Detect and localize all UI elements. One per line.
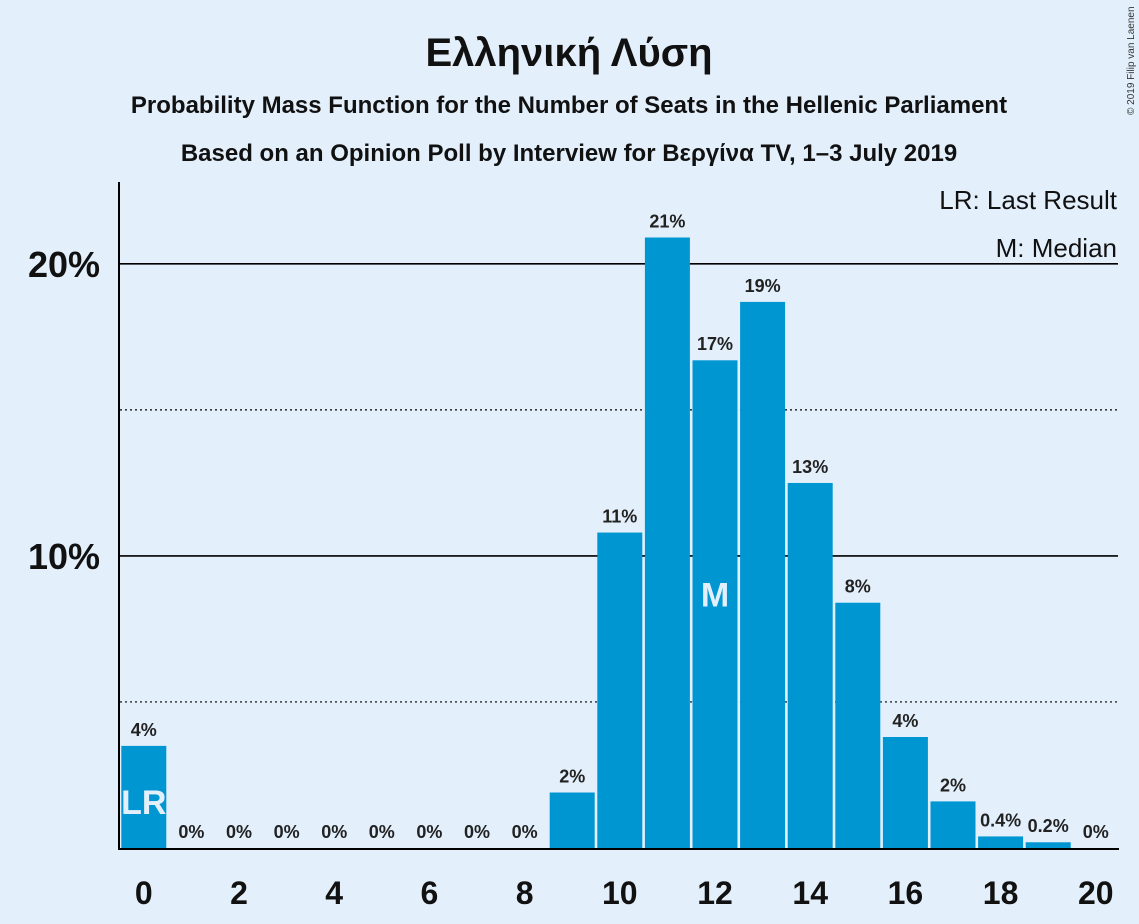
marker-lr: LR <box>121 784 166 822</box>
bar-label-backdrop-10 <box>597 520 643 533</box>
x-tick-8: 8 <box>516 875 534 911</box>
x-tick-6: 6 <box>421 875 439 911</box>
bar-19 <box>1025 842 1071 848</box>
data-label-1: 0% <box>178 822 204 842</box>
data-label-14: 13% <box>792 457 828 477</box>
data-label-6: 0% <box>416 822 442 842</box>
x-tick-16: 16 <box>888 875 924 911</box>
bar-13 <box>740 301 786 848</box>
x-tick-labels: 0 2 4 6 8 10 12 14 16 18 20 <box>135 875 1114 911</box>
marker-m: M <box>701 576 729 614</box>
bar-label-backdrop-13 <box>740 289 786 302</box>
chart-subtitle-line-1: Probability Mass Function for the Number… <box>131 92 1007 119</box>
bar-label-backdrop-17 <box>930 789 976 802</box>
bar-label-backdrop-12 <box>692 348 738 361</box>
data-label-16: 4% <box>892 711 918 731</box>
x-tick-18: 18 <box>983 875 1019 911</box>
y-tick-labels: 10% 20% <box>28 244 100 577</box>
x-tick-0: 0 <box>135 875 153 911</box>
x-tick-10: 10 <box>602 875 638 911</box>
bar-markers: LR M <box>121 576 729 822</box>
bar-12 <box>692 360 738 848</box>
x-tick-14: 14 <box>792 875 828 911</box>
bar-label-backdrop-11 <box>644 225 690 238</box>
data-label-11: 21% <box>649 212 685 232</box>
x-tick-2: 2 <box>230 875 248 911</box>
bar-label-backdrop-18 <box>978 824 1024 837</box>
data-label-17: 2% <box>940 775 966 795</box>
copyright-note: © 2019 Filip van Laenen <box>1126 6 1137 115</box>
data-label-0: 4% <box>131 720 157 740</box>
bar-label-backdrop-0 <box>121 733 167 746</box>
data-label-7: 0% <box>464 822 490 842</box>
data-label-5: 0% <box>369 822 395 842</box>
x-tick-12: 12 <box>697 875 733 911</box>
data-label-2: 0% <box>226 822 252 842</box>
data-label-19: 0.2% <box>1028 816 1069 836</box>
x-tick-4: 4 <box>325 875 343 911</box>
bar-14 <box>787 482 833 848</box>
bar-label-backdrop-16 <box>882 725 928 737</box>
data-label-9: 2% <box>559 767 585 787</box>
bar-16 <box>882 737 928 848</box>
bar-label-backdrop-19 <box>1025 830 1071 843</box>
legend-last-result: LR: Last Result <box>939 185 1118 215</box>
bar-10 <box>597 532 643 848</box>
legend-median: M: Median <box>996 233 1117 263</box>
data-label-13: 19% <box>745 276 781 296</box>
data-label-18: 0.4% <box>980 810 1021 830</box>
bar-label-backdrop-14 <box>787 470 833 483</box>
bar-11 <box>644 237 690 848</box>
data-label-12: 17% <box>697 334 733 354</box>
bar-0 <box>121 745 167 848</box>
bar-18 <box>978 836 1024 848</box>
bar-15 <box>835 602 881 848</box>
data-label-4: 0% <box>321 822 347 842</box>
bar-label-backdrop-15 <box>835 590 881 603</box>
bar-label-backdrop-9 <box>549 780 595 793</box>
chart-subtitle-line-2: Based on an Opinion Poll by Interview fo… <box>181 140 957 167</box>
data-labels: 4% 0% 0% 0% 0% 0% 0% 0% 0% 2% 11% 21% 17% 19% 13% 8% 4% 2… <box>131 212 1109 843</box>
bar-9 <box>549 792 595 848</box>
data-label-8: 0% <box>512 822 538 842</box>
data-label-20: 0% <box>1083 822 1109 842</box>
bars <box>121 225 1071 848</box>
chart-title: Ελληνική Λύση <box>425 31 712 75</box>
y-tick-10: 10% <box>28 536 100 577</box>
data-label-15: 8% <box>845 577 871 597</box>
y-tick-20: 20% <box>28 244 100 285</box>
bar-17 <box>930 801 976 848</box>
data-label-10: 11% <box>602 507 637 527</box>
data-label-3: 0% <box>274 822 300 842</box>
x-tick-20: 20 <box>1078 875 1114 911</box>
